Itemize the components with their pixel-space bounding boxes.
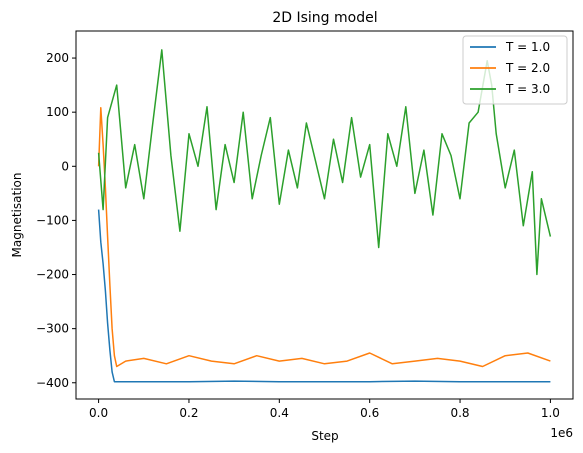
legend: T = 1.0 T = 2.0 T = 3.0: [462, 35, 568, 105]
x-axis: 0.0 0.2 0.4 0.6 0.8 1.0: [89, 399, 560, 420]
y-tick-label: 100: [46, 105, 69, 119]
y-axis-title: Magnetisation: [10, 173, 24, 258]
chart-title: 2D Ising model: [272, 10, 377, 26]
y-tick-label: −400: [36, 376, 69, 390]
x-tick-label: 0.0: [89, 406, 108, 420]
y-tick-label: −200: [36, 268, 69, 282]
y-tick-label: 200: [46, 51, 69, 65]
legend-box: [462, 35, 568, 105]
x-tick-label: 1.0: [541, 406, 560, 420]
y-tick-label: 0: [61, 159, 69, 173]
x-axis-title: Step: [311, 429, 338, 443]
legend-label-3: T = 3.0: [505, 82, 550, 96]
x-axis-offset-label: 1e6: [550, 426, 573, 440]
x-tick-label: 0.6: [360, 406, 379, 420]
legend-label-2: T = 2.0: [505, 61, 550, 75]
x-tick-label: 0.2: [179, 406, 198, 420]
y-tick-label: −100: [36, 213, 69, 227]
legend-label-1: T = 1.0: [505, 40, 550, 54]
y-tick-label: −300: [36, 322, 69, 336]
plot-frame: [75, 30, 574, 400]
series-line-1: [97, 209, 551, 383]
x-tick-label: 0.4: [270, 406, 289, 420]
x-tick-label: 0.8: [450, 406, 469, 420]
y-axis: −400 −300 −200 −100 0 100 200: [36, 51, 76, 390]
series-line-2: [97, 107, 551, 368]
